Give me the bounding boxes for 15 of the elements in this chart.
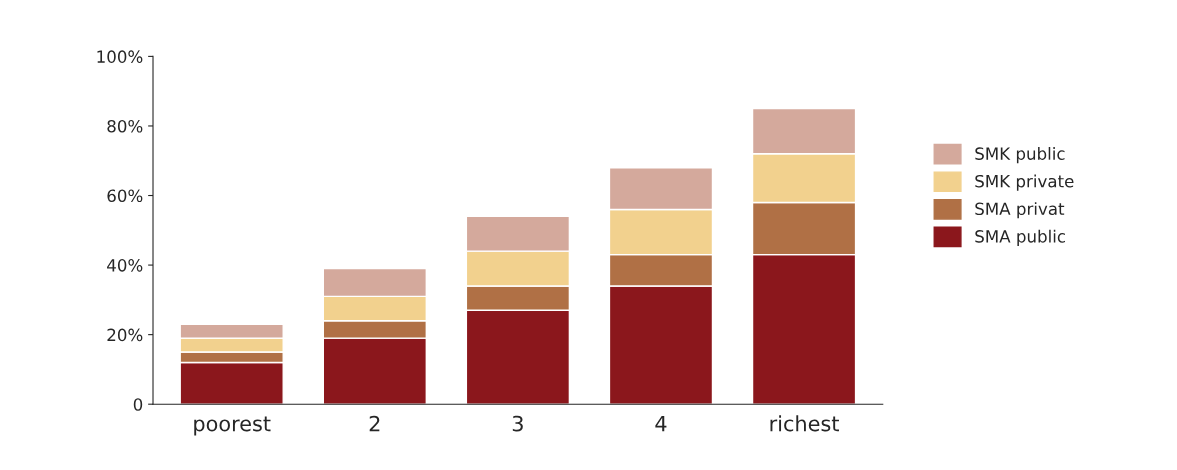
y-tick-label: 40%	[107, 259, 143, 272]
x-tick-label: poorest	[194, 416, 271, 436]
legend-label: SMA privat	[975, 202, 1065, 219]
x-tick-label: richest	[770, 415, 839, 432]
x-tick-label: 4	[655, 415, 667, 432]
y-tick-label: 0	[133, 398, 143, 411]
y-tick-label: 60%	[107, 189, 143, 203]
legend-label: SMA public	[975, 229, 1066, 246]
legend-label: SMK public	[975, 147, 1065, 164]
legend-label: SMK private	[975, 174, 1074, 191]
x-tick-label: 3	[512, 415, 523, 432]
y-tick-label: 20%	[107, 328, 143, 342]
x-tick-label: 2	[369, 415, 380, 432]
y-tick-label: 100%	[97, 50, 143, 63]
y-tick-label: 80%	[107, 119, 143, 133]
